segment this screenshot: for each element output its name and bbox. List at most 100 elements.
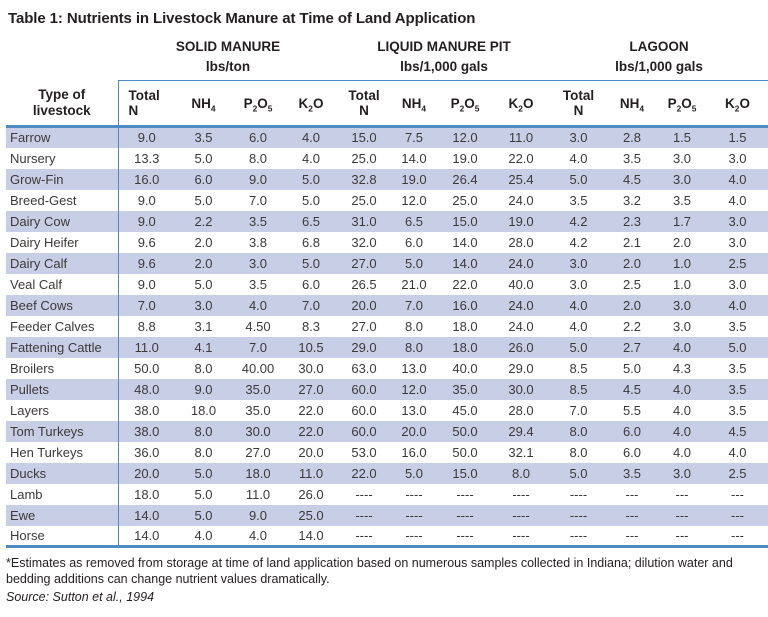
value-cell: 3.5 bbox=[622, 465, 642, 481]
value-cell: 19.0 bbox=[508, 213, 534, 229]
value-cell: 3.0 bbox=[569, 130, 588, 146]
value-cell: 2.5 bbox=[728, 255, 747, 271]
value-cell: 29.0 bbox=[351, 339, 377, 355]
value-cell: 5.0 bbox=[404, 255, 424, 271]
value-cell: 12.0 bbox=[401, 192, 427, 208]
table-row: Horse 14.0 4.0 4.0 14.0 ---- ---- ---- ---- ---- -… bbox=[6, 525, 768, 548]
value-cell: 4.50 bbox=[245, 318, 271, 334]
value-cell: 24.0 bbox=[508, 318, 534, 334]
value-cell: 32.1 bbox=[508, 444, 534, 460]
value-cell: 26.0 bbox=[298, 486, 324, 502]
value-cell: 7.0 bbox=[248, 339, 268, 355]
value-cell: ---- bbox=[456, 486, 474, 502]
value-cell: 3.5 bbox=[728, 402, 747, 418]
value-cell: 2.0 bbox=[194, 255, 213, 271]
value-cell: ---- bbox=[405, 507, 423, 523]
value-cell: 3.5 bbox=[248, 213, 268, 229]
table-row: Dairy Cow 9.0 2.2 3.5 6.5 31.0 6.5 15.0 19.0 4.2 2… bbox=[6, 210, 768, 232]
value-cell: 5.0 bbox=[622, 360, 642, 376]
value-cell: 26.4 bbox=[452, 171, 478, 187]
value-cell: --- bbox=[707, 525, 768, 548]
table-row: Breed-Gest 9.0 5.0 7.0 5.0 25.0 12.0 25.0 24.0 3.… bbox=[6, 189, 768, 211]
value-cell: 2.2 bbox=[622, 318, 642, 334]
column-header: P2O5 bbox=[232, 80, 284, 128]
value-cell: 3.5 bbox=[728, 318, 747, 334]
value-cell: 3.5 bbox=[569, 192, 588, 208]
value-cell: 5.0 bbox=[569, 339, 588, 355]
value-cell: 31.0 bbox=[351, 213, 377, 229]
value-cell: --- bbox=[657, 525, 707, 548]
table-row: Hen Turkeys 36.0 8.0 27.0 20.0 53.0 16.0 50.0 32… bbox=[6, 441, 768, 463]
value-cell: 19.0 bbox=[452, 150, 478, 166]
livestock-name: Dairy Cow bbox=[10, 213, 70, 229]
group-header-lagoon: LAGOON lbs/1,000 gals bbox=[550, 33, 768, 81]
livestock-name: Horse bbox=[6, 525, 118, 548]
value-cell: 4.0 bbox=[728, 444, 747, 460]
value-cell: 4.3 bbox=[672, 360, 692, 376]
value-cell: 3.0 bbox=[672, 171, 692, 187]
column-header: K2O bbox=[492, 80, 550, 128]
column-header: K2O bbox=[284, 80, 338, 128]
value-cell: 25.4 bbox=[508, 171, 534, 187]
value-cell: 7.0 bbox=[117, 294, 175, 316]
table-row: Grow-Fin 16.0 6.0 9.0 5.0 32.8 19.0 26.4 25.4 5.0… bbox=[6, 168, 768, 190]
column-header: Total N bbox=[338, 80, 390, 128]
value-cell: 8.0 bbox=[511, 465, 531, 481]
value-cell: 22.0 bbox=[298, 423, 324, 439]
value-cell: 4.0 bbox=[728, 297, 747, 313]
table-row: Dairy Heifer 9.6 2.0 3.8 6.8 32.0 6.0 14.0 28.0 4… bbox=[6, 231, 768, 253]
value-cell: 8.0 bbox=[194, 423, 213, 439]
table-row: Pullets 48.0 9.0 35.0 27.0 60.0 12.0 35.0 30.0 8.… bbox=[6, 378, 768, 400]
value-cell: 6.0 bbox=[622, 444, 642, 460]
value-cell: 1.0 bbox=[672, 276, 692, 292]
value-cell: 22.0 bbox=[508, 150, 534, 166]
value-cell: ---- bbox=[492, 525, 550, 548]
value-cell: 9.0 bbox=[117, 273, 175, 295]
value-cell: 26.5 bbox=[351, 276, 377, 292]
value-cell: 4.0 bbox=[248, 297, 268, 313]
value-cell: 11.0 bbox=[508, 130, 534, 146]
table-row: Lamb 18.0 5.0 11.0 26.0 ---- ---- ---- ---- ---- -… bbox=[6, 483, 768, 505]
livestock-name: Ducks bbox=[10, 465, 47, 481]
value-cell: 53.0 bbox=[351, 444, 377, 460]
value-cell: 1.7 bbox=[672, 213, 692, 229]
value-cell: 12.0 bbox=[401, 381, 427, 397]
value-cell: 3.0 bbox=[569, 255, 588, 271]
value-cell: 9.0 bbox=[194, 381, 213, 397]
value-cell: 3.0 bbox=[672, 150, 692, 166]
value-cell: 4.0 bbox=[569, 297, 588, 313]
livestock-name: Lamb bbox=[10, 486, 43, 502]
value-cell: 50.0 bbox=[452, 444, 478, 460]
value-cell: 8.0 bbox=[194, 444, 213, 460]
value-cell: 9.6 bbox=[117, 231, 175, 253]
value-cell: 40.0 bbox=[508, 276, 534, 292]
value-cell: 6.5 bbox=[301, 213, 321, 229]
value-cell: 22.0 bbox=[351, 465, 377, 481]
value-cell: 9.0 bbox=[117, 210, 175, 232]
value-cell: 22.0 bbox=[298, 402, 324, 418]
value-cell: 9.0 bbox=[117, 126, 175, 148]
value-cell: 26.0 bbox=[508, 339, 534, 355]
group-header-solid-manure: SOLID MANURE lbs/ton bbox=[118, 33, 338, 81]
value-cell: 4.0 bbox=[175, 525, 232, 548]
value-cell: 20.0 bbox=[298, 444, 324, 460]
value-cell: 36.0 bbox=[117, 441, 175, 463]
value-cell: 4.0 bbox=[672, 402, 692, 418]
value-cell: 8.8 bbox=[117, 315, 175, 337]
value-cell: ---- bbox=[355, 507, 373, 523]
value-cell: 4.0 bbox=[728, 192, 747, 208]
value-cell: 40.00 bbox=[241, 360, 275, 376]
table-row: Fattening Cattle 11.0 4.1 7.0 10.5 29.0 8.0 18.… bbox=[6, 336, 768, 358]
value-cell: 6.5 bbox=[404, 213, 424, 229]
value-cell: 28.0 bbox=[508, 234, 534, 250]
value-cell: 7.5 bbox=[404, 130, 424, 146]
value-cell: 25.0 bbox=[452, 192, 478, 208]
value-cell: 3.5 bbox=[728, 381, 747, 397]
value-cell: ---- bbox=[456, 507, 474, 523]
column-header: Total N bbox=[117, 80, 175, 128]
value-cell: 27.0 bbox=[351, 255, 377, 271]
value-cell: 3.5 bbox=[622, 150, 642, 166]
value-cell: 32.8 bbox=[351, 171, 377, 187]
table-row: Feeder Calves 8.8 3.1 4.50 8.3 27.0 8.0 18.0 24.… bbox=[6, 315, 768, 337]
